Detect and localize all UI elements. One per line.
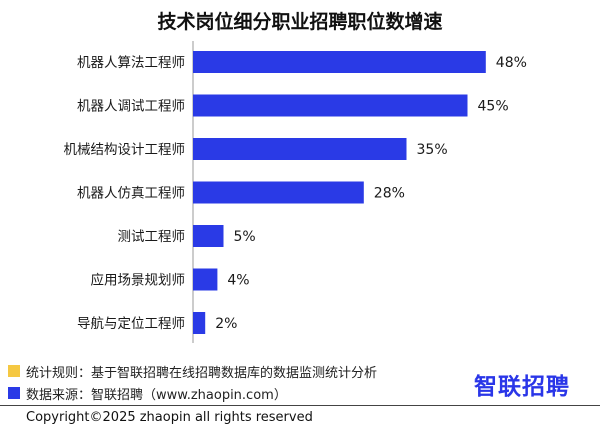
bar bbox=[193, 94, 468, 117]
bar-chart: 机器人算法工程师 48% 机器人调试工程师 45% 机械结构设计工程师 35% 机器人仿真工… bbox=[64, 41, 527, 343]
category-label: 机器人算法工程师 bbox=[77, 55, 185, 71]
bar bbox=[193, 51, 486, 73]
zhaopin-logo: 智联招聘 bbox=[474, 374, 570, 400]
bar bbox=[193, 268, 218, 291]
note-rule-swatch bbox=[8, 365, 20, 377]
category-label: 机器人调试工程师 bbox=[77, 99, 185, 115]
category-label: 机械结构设计工程师 bbox=[64, 142, 186, 158]
chart-title: 技术岗位细分职业招聘职位数增速 bbox=[157, 11, 443, 33]
note-source-swatch bbox=[8, 387, 20, 399]
value-label: 28% bbox=[374, 186, 405, 202]
bar bbox=[193, 225, 224, 247]
value-label: 35% bbox=[417, 142, 448, 158]
category-label: 导航与定位工程师 bbox=[77, 316, 185, 332]
value-label: 45% bbox=[478, 99, 509, 115]
category-label: 应用场景规划师 bbox=[91, 272, 186, 289]
value-label: 4% bbox=[227, 273, 249, 289]
footer-divider bbox=[0, 405, 600, 406]
category-label: 机器人仿真工程师 bbox=[77, 186, 185, 202]
copyright-text: Copyright©2025 zhaopin all rights reserv… bbox=[26, 410, 313, 425]
category-label: 测试工程师 bbox=[118, 229, 186, 245]
bar bbox=[193, 181, 364, 204]
note-source: 数据来源：智联招聘（www.zhaopin.com） bbox=[8, 382, 377, 404]
bar bbox=[193, 138, 407, 160]
note-rule-text: 统计规则：基于智联招聘在线招聘数据库的数据监测统计分析 bbox=[26, 365, 378, 381]
value-label: 2% bbox=[215, 316, 237, 332]
note-source-text: 数据来源：智联招聘（www.zhaopin.com） bbox=[26, 387, 287, 403]
bar bbox=[193, 312, 206, 334]
note-rule: 统计规则：基于智联招聘在线招聘数据库的数据监测统计分析 bbox=[8, 360, 377, 382]
notes: 统计规则：基于智联招聘在线招聘数据库的数据监测统计分析 数据来源：智联招聘（ww… bbox=[8, 360, 377, 404]
value-label: 5% bbox=[234, 229, 256, 245]
value-label: 48% bbox=[496, 55, 527, 71]
